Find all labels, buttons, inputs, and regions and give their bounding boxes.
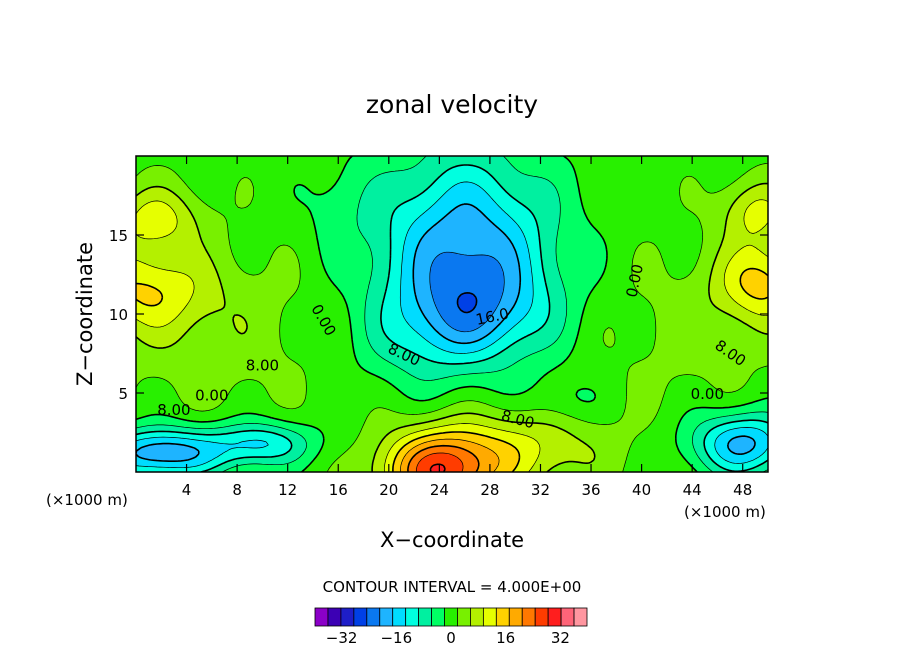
colorbar-swatch — [457, 607, 471, 627]
colorbar-swatch — [508, 607, 523, 627]
colorbar-swatch — [431, 607, 445, 627]
colorbar-swatch — [327, 607, 342, 627]
x-tick-label: 48 — [733, 481, 752, 499]
colorbar-swatch — [444, 607, 458, 627]
colorbar-swatch — [366, 607, 381, 627]
colorbar-swatch — [314, 607, 329, 627]
contour-line — [136, 203, 756, 462]
x-tick-label: 28 — [480, 481, 499, 499]
x-unit-right: (×1000 m) — [684, 503, 766, 521]
contour-interval-text: CONTOUR INTERVAL = 4.000E+00 — [323, 578, 582, 596]
colorbar-swatch — [379, 607, 394, 627]
contour-line — [136, 181, 768, 469]
contour-label: 8.00 — [157, 401, 190, 419]
colorbar-tick-label: 32 — [551, 629, 570, 647]
colorbar-swatch — [560, 607, 575, 627]
colorbar-swatch — [418, 607, 432, 627]
contour-line — [429, 463, 446, 472]
contour-line — [407, 444, 480, 472]
colorbar-swatch — [547, 607, 562, 627]
colorbar-swatch — [353, 607, 368, 627]
x-axis-ticks: 4 8 12 16 20 24 28 32 36 40 44 48 — [182, 156, 752, 499]
contour-line — [136, 199, 768, 472]
contour-lines — [136, 156, 768, 472]
colorbar-tick-label: 0 — [446, 629, 456, 647]
contour-line — [136, 156, 768, 472]
x-tick-label: 32 — [531, 481, 550, 499]
chart-title: zonal velocity — [366, 90, 538, 119]
y-axis-label: Z−coordinate — [73, 242, 97, 386]
colorbar-swatch — [534, 607, 549, 627]
x-tick-label: 8 — [232, 481, 242, 499]
colorbar-swatch — [521, 607, 536, 627]
colorbar-swatch — [340, 607, 355, 627]
x-tick-label: 40 — [632, 481, 651, 499]
x-tick-label: 12 — [278, 481, 297, 499]
contour-label: 0.00 — [691, 385, 724, 403]
colorbar: −32 −16 0 16 32 — [314, 607, 588, 647]
y-tick-label: 15 — [109, 227, 128, 245]
y-axis-ticks: 5 10 15 — [109, 227, 768, 403]
colorbar-swatch — [573, 607, 588, 627]
colorbar-swatch — [470, 607, 484, 627]
y-tick-label: 5 — [118, 385, 128, 403]
x-tick-label: 44 — [683, 481, 702, 499]
x-tick-label: 24 — [430, 481, 449, 499]
y-tick-label: 10 — [109, 306, 128, 324]
colorbar-tick-label: 16 — [496, 629, 515, 647]
colorbar-swatch — [405, 607, 420, 627]
contour-line — [416, 452, 464, 472]
colorbar-swatch — [495, 607, 510, 627]
contour-line — [136, 182, 768, 472]
x-unit-left: (×1000 m) — [46, 491, 128, 509]
contour-line — [456, 292, 478, 314]
contour-line — [136, 162, 768, 472]
x-tick-label: 4 — [182, 481, 192, 499]
colorbar-swatch — [392, 607, 407, 627]
velocity-field — [136, 156, 768, 472]
colorbar-tick-label: −32 — [326, 629, 358, 647]
colorbar-swatch — [482, 607, 497, 627]
contour-line — [400, 438, 500, 472]
x-tick-label: 16 — [329, 481, 348, 499]
x-tick-label: 20 — [379, 481, 398, 499]
colorbar-tick-label: −16 — [380, 629, 412, 647]
contour-line — [136, 267, 768, 472]
contour-line — [429, 251, 505, 333]
x-axis-label: X−coordinate — [380, 528, 524, 552]
x-tick-label: 36 — [581, 481, 600, 499]
contour-label: 0.00 — [195, 387, 228, 405]
contour-label: 8.00 — [246, 357, 279, 375]
